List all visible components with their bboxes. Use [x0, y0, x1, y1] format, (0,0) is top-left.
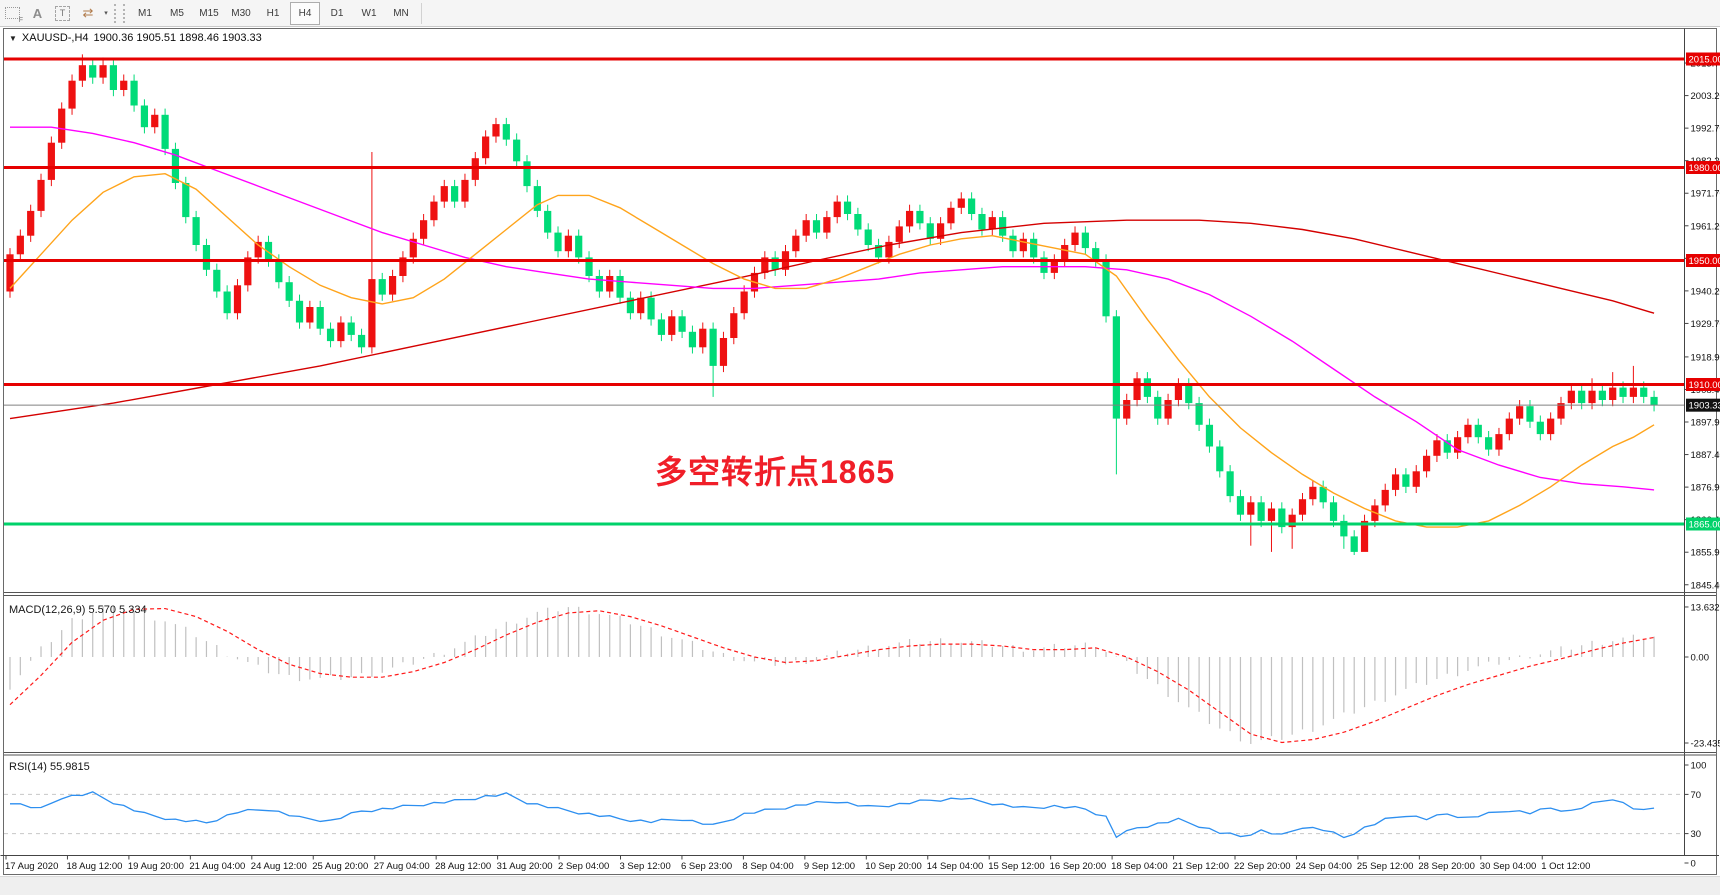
svg-text:27 Aug 04:00: 27 Aug 04:00 — [374, 861, 430, 872]
svg-text:0: 0 — [1691, 859, 1696, 870]
svg-text:2015.00: 2015.00 — [1689, 55, 1720, 66]
svg-text:18 Aug 12:00: 18 Aug 12:00 — [66, 861, 122, 872]
tf-button-m1[interactable]: M1 — [138, 7, 152, 19]
svg-text:1940.20: 1940.20 — [1691, 286, 1720, 297]
tf-button-h4[interactable]: H4 — [290, 1, 320, 25]
tf-button-m5[interactable]: M5 — [170, 7, 184, 19]
svg-text:18 Sep 04:00: 18 Sep 04:00 — [1111, 861, 1168, 872]
cycle-arrows-icon[interactable]: ⇄ — [75, 2, 100, 24]
chart-grid-f-letter: F — [18, 17, 23, 24]
tf-button-mn[interactable]: MN — [393, 7, 409, 19]
svg-text:0.00: 0.00 — [1691, 653, 1710, 664]
tf-button-h1[interactable]: H1 — [266, 7, 280, 19]
svg-text:16 Sep 20:00: 16 Sep 20:00 — [1050, 861, 1107, 872]
date-axis[interactable]: 17 Aug 2020 18 Aug 12:00 19 Aug 20:00 21 Au… — [5, 855, 1590, 873]
macd-signal-line — [9, 607, 1655, 744]
svg-text:24 Aug 12:00: 24 Aug 12:00 — [251, 861, 307, 872]
price-axis-ticks[interactable]: 2013.702003.201992.701982.201971.701961.… — [1684, 59, 1720, 592]
toolbar: F A T ⇄ ▾ M1 M5 M15 M30 H1 H4 D1 W1 MN — [0, 0, 1720, 27]
svg-text:28 Aug 12:00: 28 Aug 12:00 — [435, 861, 491, 872]
svg-text:10 Sep 20:00: 10 Sep 20:00 — [865, 861, 922, 872]
svg-text:2 Sep 04:00: 2 Sep 04:00 — [558, 861, 609, 872]
tf-button-w1[interactable]: W1 — [361, 7, 377, 19]
timeframe-toolbar: M1 M5 M15 M30 H1 H4 D1 W1 MN — [129, 1, 417, 25]
macd-axis-labels[interactable]: 13.632 0.00 -23.435 — [1684, 602, 1720, 750]
current-price-label: 1903.33 — [1686, 398, 1720, 412]
chart-grid-f-icon[interactable]: F — [0, 2, 25, 24]
rsi-line — [9, 791, 1655, 839]
rsi-axis-labels[interactable]: 100 70 30 0 — [1684, 761, 1707, 870]
svg-text:25 Sep 12:00: 25 Sep 12:00 — [1357, 861, 1414, 872]
svg-text:1897.90: 1897.90 — [1691, 418, 1720, 429]
svg-text:9 Sep 12:00: 9 Sep 12:00 — [804, 861, 855, 872]
svg-text:-23.435: -23.435 — [1691, 739, 1720, 750]
panel-separator[interactable] — [4, 592, 1716, 756]
macd-indicator-label: MACD(12,26,9) 5.570 5.334 — [9, 604, 147, 616]
svg-text:6 Sep 23:00: 6 Sep 23:00 — [681, 861, 732, 872]
tf-button-m15[interactable]: M15 — [199, 7, 219, 19]
svg-text:13.632: 13.632 — [1691, 602, 1720, 613]
chart-title-bar: ▼ XAUUSD-,H4 1900.36 1905.51 1898.46 190… — [9, 32, 262, 44]
svg-text:1887.40: 1887.40 — [1691, 450, 1720, 461]
svg-text:24 Sep 04:00: 24 Sep 04:00 — [1295, 861, 1352, 872]
macd-histogram — [9, 605, 1655, 744]
rsi-levels — [4, 793, 1685, 835]
svg-text:70: 70 — [1691, 790, 1702, 801]
svg-text:1918.90: 1918.90 — [1691, 352, 1720, 363]
svg-text:1845.40: 1845.40 — [1691, 580, 1720, 591]
svg-text:1971.70: 1971.70 — [1691, 189, 1720, 200]
svg-text:17 Aug 2020: 17 Aug 2020 — [5, 861, 58, 872]
status-strip — [0, 876, 1720, 895]
tf-button-d1[interactable]: D1 — [330, 7, 344, 19]
chart-window: 2013.702003.201992.701982.201971.701961.… — [0, 27, 1720, 895]
cursor-a-icon[interactable]: A — [25, 2, 50, 24]
svg-text:1876.90: 1876.90 — [1691, 483, 1720, 494]
svg-text:1961.20: 1961.20 — [1691, 221, 1720, 232]
symbol-dropdown-icon[interactable]: ▼ — [9, 33, 17, 43]
svg-text:3 Sep 12:00: 3 Sep 12:00 — [620, 861, 671, 872]
svg-text:25 Aug 20:00: 25 Aug 20:00 — [312, 861, 368, 872]
cycle-arrows-glyph: ⇄ — [82, 5, 94, 20]
svg-text:28 Sep 20:00: 28 Sep 20:00 — [1418, 861, 1475, 872]
svg-text:1903.33: 1903.33 — [1689, 401, 1720, 412]
arrows-dropdown-caret[interactable]: ▾ — [104, 10, 108, 17]
chart-canvas[interactable]: 2013.702003.201992.701982.201971.701961.… — [0, 27, 1720, 895]
price-line-labels: 2015.00 1980.00 1950.00 1910.00 1865.00 — [1686, 52, 1720, 531]
text-label-icon[interactable]: T — [50, 2, 75, 24]
tf-button-m30[interactable]: M30 — [231, 7, 251, 19]
svg-text:1855.90: 1855.90 — [1691, 548, 1720, 559]
svg-text:22 Sep 20:00: 22 Sep 20:00 — [1234, 861, 1291, 872]
svg-text:30 Sep 04:00: 30 Sep 04:00 — [1480, 861, 1537, 872]
svg-text:31 Aug 20:00: 31 Aug 20:00 — [497, 861, 553, 872]
svg-text:1910.00: 1910.00 — [1689, 380, 1720, 391]
svg-text:21 Sep 12:00: 21 Sep 12:00 — [1173, 861, 1230, 872]
cursor-a-letter: A — [32, 5, 43, 21]
svg-text:2003.20: 2003.20 — [1691, 91, 1720, 102]
svg-text:15 Sep 12:00: 15 Sep 12:00 — [988, 861, 1045, 872]
ma-fast-line — [9, 172, 1655, 528]
svg-text:100: 100 — [1691, 761, 1707, 772]
text-label-letter: T — [55, 5, 70, 21]
chart-annotation-text[interactable]: 多空转折点1865 — [655, 454, 896, 490]
svg-text:1992.70: 1992.70 — [1691, 124, 1720, 135]
window-border — [0, 28, 1719, 875]
svg-text:30: 30 — [1691, 829, 1702, 840]
symbol-period-label: XAUUSD-,H4 — [21, 32, 89, 44]
svg-text:8 Sep 04:00: 8 Sep 04:00 — [742, 861, 793, 872]
ohlc-values: 1900.36 1905.51 1898.46 1903.33 — [93, 32, 262, 44]
svg-text:1865.00: 1865.00 — [1689, 520, 1720, 531]
rsi-indicator-label: RSI(14) 55.9815 — [9, 761, 90, 773]
svg-text:1 Oct 12:00: 1 Oct 12:00 — [1541, 861, 1590, 872]
svg-text:14 Sep 04:00: 14 Sep 04:00 — [927, 861, 984, 872]
toolbar-drag-handle[interactable] — [114, 3, 125, 23]
svg-text:21 Aug 04:00: 21 Aug 04:00 — [189, 861, 245, 872]
svg-text:1929.70: 1929.70 — [1691, 319, 1720, 330]
ma-slow-line — [9, 219, 1655, 420]
svg-text:1950.00: 1950.00 — [1689, 256, 1720, 267]
toolbar-separator — [421, 2, 422, 24]
ma-medium-line — [10, 126, 1655, 491]
svg-text:1980.00: 1980.00 — [1689, 163, 1720, 174]
svg-text:19 Aug 20:00: 19 Aug 20:00 — [128, 861, 184, 872]
